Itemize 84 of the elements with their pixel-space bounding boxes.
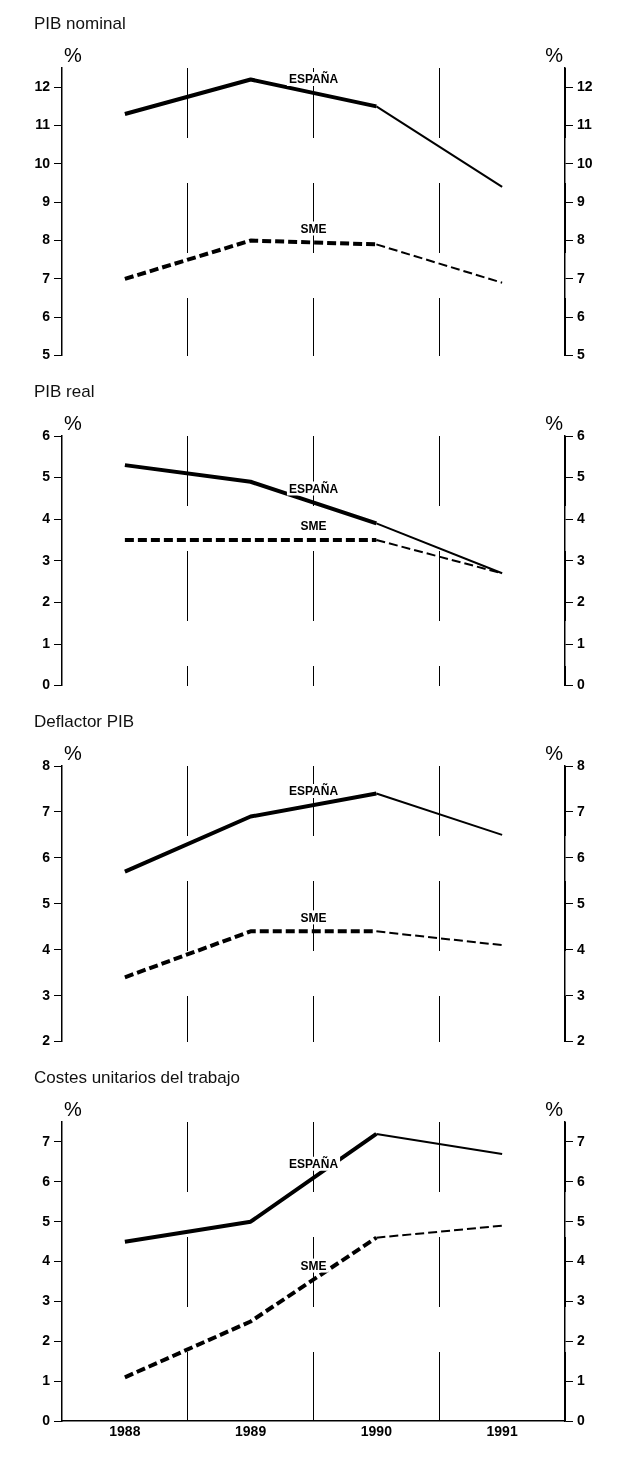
y-tick-label: 2 xyxy=(42,593,51,610)
y-tick-label: 0 xyxy=(42,676,51,693)
series-label: SME xyxy=(300,519,327,534)
y-tick-label: 3 xyxy=(42,986,51,1003)
series-label: SME xyxy=(300,910,327,925)
y-axis-title: % xyxy=(64,1097,82,1120)
chart-title: PIB nominal xyxy=(33,13,127,35)
y-tick-label: 2 xyxy=(42,1032,51,1049)
y2-tick-label: 5 xyxy=(577,346,585,363)
series-label: ESPAÑA xyxy=(288,783,339,799)
x-tick-label: 1990 xyxy=(360,1423,393,1440)
y2-tick-label: 5 xyxy=(577,1212,585,1229)
y2-tick-label: 3 xyxy=(577,551,585,568)
y-tick-label: 5 xyxy=(42,346,51,363)
chart-title: Costes unitarios del trabajo xyxy=(33,1067,241,1089)
y-tick-label: 3 xyxy=(42,1292,51,1309)
y2-tick-label: 6 xyxy=(577,848,585,865)
y-tick-label: 5 xyxy=(42,1212,51,1229)
y-tick-label: 6 xyxy=(42,1172,51,1189)
y-tick-label: 10 xyxy=(34,154,51,171)
series-label: SME xyxy=(300,221,327,236)
chart-title: Deflactor PIB xyxy=(33,711,136,733)
series-label: ESPAÑA xyxy=(288,1156,339,1172)
y-tick-label: 2 xyxy=(42,1332,51,1349)
y-tick-label: 7 xyxy=(42,269,51,286)
y2-tick-label: 7 xyxy=(577,1132,585,1149)
series-label: SME xyxy=(300,1258,327,1273)
y-tick-label: 5 xyxy=(42,894,51,911)
y-tick-label: 3 xyxy=(42,551,51,568)
y2-tick-label: 5 xyxy=(577,894,585,911)
series-label: ESPAÑA xyxy=(288,71,339,87)
x-tick-label: 1989 xyxy=(235,1423,267,1440)
y-tick-label: 6 xyxy=(42,308,51,325)
x-tick-label: 1988 xyxy=(109,1423,141,1440)
y-tick-label: 7 xyxy=(42,802,51,819)
y2-tick-label: 0 xyxy=(577,676,585,693)
y-tick-label: 1 xyxy=(42,1372,51,1389)
y-tick-label: 1 xyxy=(42,634,51,651)
y-axis-title: % xyxy=(64,741,82,764)
y2-tick-label: 1 xyxy=(577,634,585,651)
y2-tick-label: 2 xyxy=(577,1332,585,1349)
y2-tick-label: 4 xyxy=(577,1252,585,1269)
y-tick-label: 9 xyxy=(42,193,51,210)
y2-axis-title: % xyxy=(545,1097,564,1120)
y2-tick-label: 7 xyxy=(577,269,585,286)
y2-tick-label: 5 xyxy=(577,468,585,485)
x-tick-label: 1991 xyxy=(486,1423,518,1440)
y-tick-label: 6 xyxy=(42,426,51,443)
y2-tick-label: 4 xyxy=(577,940,585,957)
y-tick-label: 6 xyxy=(42,848,51,865)
chart-title: PIB real xyxy=(33,381,96,403)
y2-tick-label: 12 xyxy=(577,78,593,95)
y2-tick-label: 8 xyxy=(577,756,585,773)
y2-tick-label: 3 xyxy=(577,1292,585,1309)
y2-tick-label: 8 xyxy=(577,231,585,248)
y-tick-label: 0 xyxy=(42,1412,51,1429)
y-tick-label: 4 xyxy=(42,510,51,527)
y2-tick-label: 6 xyxy=(577,308,585,325)
y2-tick-label: 11 xyxy=(577,116,593,133)
y-tick-label: 8 xyxy=(42,231,51,248)
y-tick-label: 12 xyxy=(34,78,51,95)
y2-tick-label: 4 xyxy=(577,510,585,527)
y2-axis-title: % xyxy=(545,741,564,764)
y-tick-label: 11 xyxy=(35,116,51,133)
y2-tick-label: 2 xyxy=(577,1032,585,1049)
y2-tick-label: 9 xyxy=(577,193,585,210)
y2-tick-label: 0 xyxy=(577,1412,585,1429)
y2-axis-title: % xyxy=(545,411,564,434)
y-axis-title: % xyxy=(64,411,82,434)
y2-tick-label: 10 xyxy=(577,154,593,171)
y-tick-label: 4 xyxy=(42,1252,51,1269)
series-label: ESPAÑA xyxy=(288,480,339,496)
y2-tick-label: 2 xyxy=(577,593,585,610)
y2-axis-title: % xyxy=(545,43,564,66)
y-tick-label: 5 xyxy=(42,468,51,485)
y2-tick-label: 3 xyxy=(577,986,585,1003)
y-tick-label: 7 xyxy=(42,1132,51,1149)
y-tick-label: 4 xyxy=(42,940,51,957)
y2-tick-label: 1 xyxy=(577,1372,585,1389)
y2-tick-label: 6 xyxy=(577,426,585,443)
y2-tick-label: 6 xyxy=(577,1172,585,1189)
y2-tick-label: 7 xyxy=(577,802,585,819)
y-axis-title: % xyxy=(64,43,82,66)
y-tick-label: 8 xyxy=(42,756,51,773)
